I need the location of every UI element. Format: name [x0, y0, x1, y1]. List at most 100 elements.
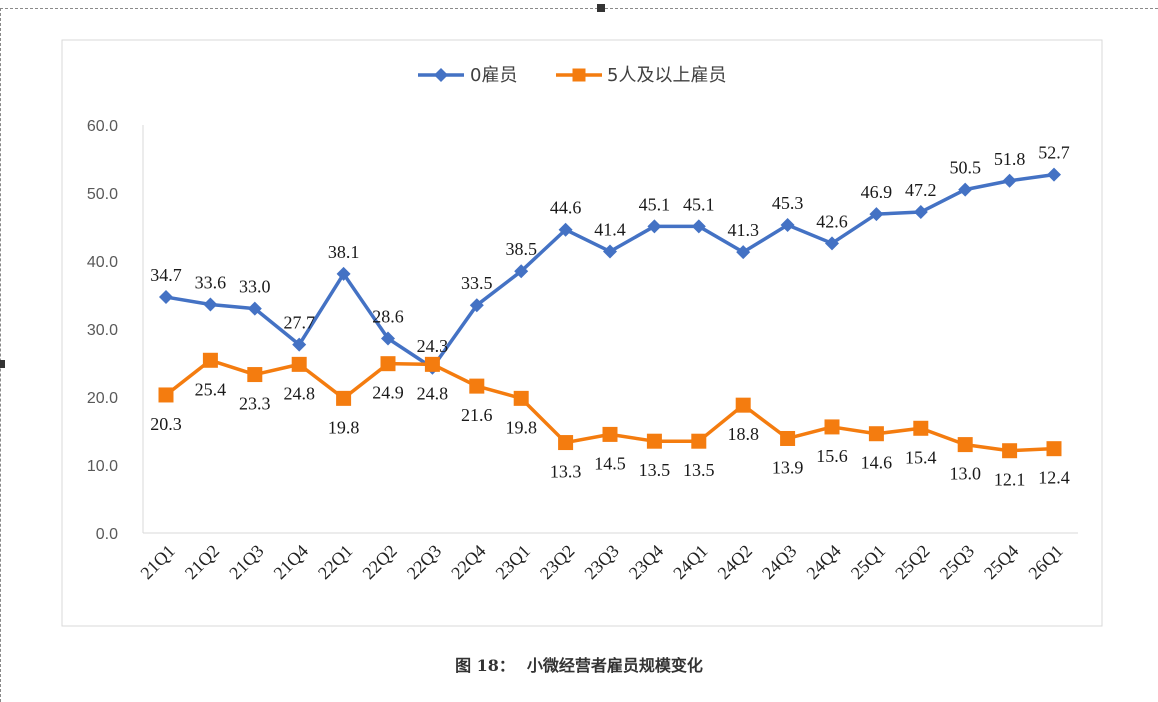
data-label: 15.6 — [816, 446, 848, 466]
caption-figure-number: 图 18： — [455, 656, 515, 675]
data-point-square — [1046, 441, 1062, 457]
data-point-square — [646, 433, 662, 449]
data-label: 21.6 — [461, 405, 493, 425]
data-point-diamond — [247, 301, 262, 316]
data-point-diamond — [869, 207, 884, 222]
caption-title: 小微经营者雇员规模变化 — [526, 656, 703, 675]
data-point-diamond — [603, 244, 617, 259]
data-label: 12.4 — [1038, 468, 1070, 488]
data-label: 28.6 — [372, 307, 404, 327]
y-tick-label: 0.0 — [96, 526, 118, 543]
data-point-square — [602, 426, 618, 442]
data-label: 24.8 — [417, 383, 449, 403]
data-label: 52.7 — [1038, 143, 1070, 163]
resize-handle-left[interactable] — [0, 360, 5, 368]
data-label: 23.3 — [239, 394, 271, 414]
data-point-diamond — [514, 264, 529, 279]
data-label: 15.4 — [905, 447, 937, 467]
data-point-diamond — [292, 337, 307, 352]
data-label: 38.1 — [328, 242, 360, 262]
selection-border-left — [0, 8, 1, 702]
data-point-diamond — [780, 217, 795, 232]
data-point-diamond — [336, 266, 351, 281]
data-label: 14.6 — [861, 453, 893, 473]
data-point-square — [380, 356, 396, 372]
data-point-square — [957, 437, 973, 453]
y-tick-label: 10.0 — [87, 458, 118, 475]
data-label: 45.3 — [772, 193, 804, 213]
legend: 0雇员 5人及以上雇员 — [418, 65, 726, 86]
data-point-diamond — [203, 297, 218, 312]
data-label: 18.8 — [727, 424, 759, 444]
data-point-square — [868, 426, 884, 442]
data-point-square — [558, 435, 574, 451]
data-point-diamond — [958, 182, 973, 197]
chart-area-border — [61, 39, 1103, 627]
data-label: 19.8 — [328, 417, 360, 437]
data-point-square — [1002, 443, 1018, 459]
data-label: 20.3 — [150, 414, 182, 434]
data-point-square — [202, 352, 218, 368]
legend-marker-diamond — [434, 68, 448, 82]
data-point-square — [469, 378, 485, 394]
data-point-square — [513, 390, 529, 406]
data-point-square — [735, 397, 751, 413]
data-label: 12.1 — [994, 470, 1026, 490]
data-label: 13.5 — [639, 460, 671, 480]
data-point-square — [158, 387, 174, 403]
legend-marker-square — [572, 68, 586, 82]
data-label: 45.1 — [683, 194, 715, 214]
y-tick-label: 20.0 — [87, 390, 118, 407]
data-label: 44.6 — [550, 198, 582, 218]
data-point-square — [691, 433, 707, 449]
data-point-diamond — [647, 219, 662, 234]
data-point-square — [913, 420, 929, 436]
data-point-square — [824, 419, 840, 435]
data-label: 13.9 — [772, 457, 804, 477]
data-label: 27.7 — [283, 313, 315, 333]
y-tick-label: 30.0 — [87, 322, 118, 339]
selection-border-top — [0, 8, 1158, 9]
data-label: 24.9 — [372, 383, 404, 403]
data-label: 14.5 — [594, 453, 626, 473]
y-tick-label: 40.0 — [87, 254, 118, 271]
data-label: 46.9 — [861, 182, 893, 202]
data-label: 33.5 — [461, 273, 493, 293]
legend-item: 0雇员 — [418, 65, 517, 86]
resize-handle-top[interactable] — [597, 4, 605, 12]
y-tick-label: 50.0 — [87, 186, 118, 203]
data-label: 41.3 — [727, 220, 759, 240]
data-label: 47.2 — [905, 180, 937, 200]
data-label: 41.4 — [594, 219, 626, 239]
data-point-square — [291, 356, 307, 372]
data-point-diamond — [1047, 167, 1061, 182]
data-label: 42.6 — [816, 211, 848, 231]
data-label: 13.5 — [683, 460, 715, 480]
data-point-diamond — [1002, 173, 1017, 188]
data-label: 25.4 — [195, 379, 227, 399]
data-point-square — [424, 356, 440, 372]
data-label: 24.3 — [417, 336, 449, 356]
data-label: 33.6 — [195, 273, 227, 293]
data-label: 19.8 — [505, 417, 537, 437]
data-point-diamond — [736, 245, 751, 260]
data-label: 24.8 — [283, 383, 315, 403]
data-label: 45.1 — [639, 194, 671, 214]
data-point-diamond — [558, 222, 573, 237]
figure-caption: 图 18： 小微经营者雇员规模变化 — [0, 652, 1158, 676]
data-label: 34.7 — [150, 265, 182, 285]
legend-label: 5人及以上雇员 — [607, 65, 726, 86]
data-point-diamond — [913, 205, 928, 220]
data-label: 38.5 — [505, 239, 537, 259]
data-point-diamond — [825, 236, 839, 251]
data-point-square — [780, 430, 796, 446]
data-label: 50.5 — [949, 158, 981, 178]
data-point-diamond — [159, 290, 173, 305]
data-point-square — [247, 367, 263, 383]
data-point-square — [336, 390, 352, 406]
legend-label: 0雇员 — [470, 65, 517, 86]
data-label: 33.0 — [239, 277, 271, 297]
data-point-diamond — [469, 298, 484, 313]
legend-item: 5人及以上雇员 — [556, 65, 726, 86]
